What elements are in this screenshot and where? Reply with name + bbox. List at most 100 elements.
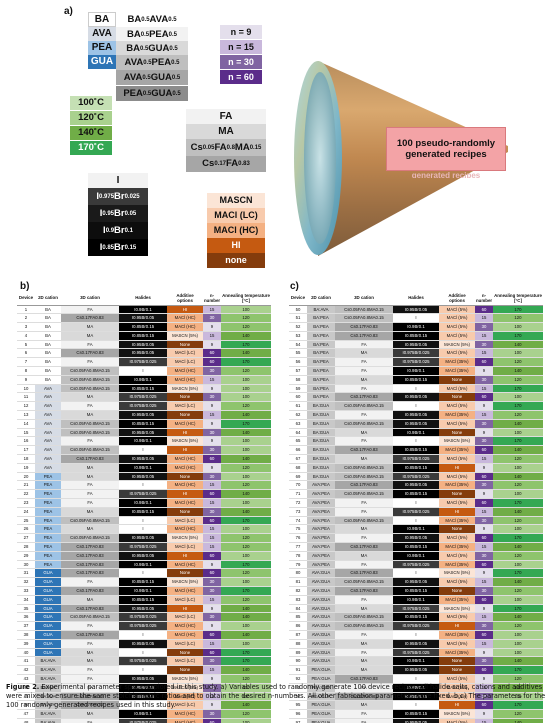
- cation2d-cell: GUA: [35, 648, 61, 658]
- halide-cell: I0.9Br0.1: [393, 524, 439, 535]
- cation2d-cell: AVA:PEA: [307, 498, 335, 508]
- additive-hi: HI: [207, 238, 265, 253]
- device-id: 27: [17, 533, 35, 544]
- device-id: 80: [289, 568, 307, 579]
- anneal-temp-cell: 100: [493, 322, 543, 332]
- cation2d-cell: AVA: [35, 419, 61, 429]
- halide-i0975-br0025: I 0.975 Br 0.025: [88, 188, 148, 205]
- n-number-cell: 60: [475, 533, 493, 544]
- device-id: 54: [289, 340, 307, 350]
- cation3d-cell: MA: [61, 322, 119, 332]
- n-number-cell: 15: [475, 454, 493, 464]
- table-row: 46 BA:AVA Cs0.17FA0.83 I MACl (LC) 9 140: [17, 700, 271, 711]
- table-row: 26 PEA MA I MACl (HC) 15 100: [17, 524, 271, 535]
- n-number-cell: 30: [203, 577, 221, 587]
- halide-cell: I0.85Br0.15: [393, 489, 439, 500]
- device-id: 62: [289, 410, 307, 420]
- device-id: 33: [17, 586, 35, 596]
- col-additive: Additive options: [439, 293, 475, 306]
- caption-text: Experimental parameter space explored in…: [6, 683, 546, 709]
- anneal-temp-cell: 120: [493, 375, 543, 385]
- halide-cell: I: [119, 648, 167, 658]
- cation3d-cell: Cs0.17FA0.83: [335, 480, 393, 491]
- cation3d-cell: FA: [61, 436, 119, 447]
- anneal-temp-cell: 100: [493, 524, 543, 535]
- device-id: 61: [289, 401, 307, 412]
- table-row: 28 PEA Cs0.17FA0.83 I0.975Br0.025 MACl (LC) 1…: [17, 542, 271, 552]
- cation3d-cell: FA: [61, 489, 119, 500]
- halide-cell: I0.9Br0.1: [119, 463, 167, 473]
- additive-cell: None: [439, 489, 475, 500]
- anneal-temp-cell: 120: [221, 480, 271, 491]
- cation2d-cell: BA:PEA: [307, 348, 335, 359]
- cation3d-cell: MA: [61, 392, 119, 403]
- cation3d-cell: Cs0.05FA0.8MA0.15: [61, 428, 119, 438]
- n-number-cell: 9: [475, 568, 493, 579]
- cation2d-cell: PEA: [35, 524, 61, 535]
- cation3d-cell: FA: [335, 340, 393, 350]
- table-row: 17 AVA Cs0.05FA0.8MA0.15 I HI 30 100: [17, 445, 271, 456]
- table-row: 44 BA:AVA FA I0.85Br0.15 MASCN (5%) 30 100: [17, 683, 271, 693]
- halide-cell: I0.975Br0.025: [119, 357, 167, 368]
- device-id: 4: [17, 331, 35, 341]
- anneal-temp-cell: 120: [493, 313, 543, 324]
- table-row: 19 AVA MA I0.9Br0.1 MACl (HC) 9 120: [17, 463, 271, 473]
- device-id: 9: [17, 375, 35, 385]
- additive-cell: MACl (LC): [167, 357, 203, 368]
- additive-cell: MACl (5%): [439, 718, 475, 723]
- cation3d-cell: Cs0.17FA0.83: [335, 586, 393, 596]
- device-id: 82: [289, 586, 307, 596]
- halide-cell: I0.9Br0.1: [119, 498, 167, 508]
- additive-cell: None: [439, 392, 475, 403]
- device-id: 47: [17, 709, 35, 719]
- n-number-cell: 9: [203, 604, 221, 614]
- table-row: 4 BA MA I0.85Br0.15 MASCN (5%) 15 140: [17, 331, 271, 341]
- table-row: 57 BA:PEA FA I0.9Br0.1 MACl (35%) 9 140: [289, 366, 543, 376]
- table-row: 75 AVA:PEA MA I0.9Br0.1 None 9 100: [289, 524, 543, 535]
- table-row: 96 PEA:GUA FA I0.85Br0.15 MASCN (5%) 9 120: [289, 709, 543, 719]
- n-number-cell: 30: [475, 480, 493, 491]
- additive-cell: MACl (5%): [439, 348, 475, 359]
- additive-cell: MACl (5%): [439, 454, 475, 464]
- cation2d-cell: GUA: [35, 604, 61, 614]
- cation2d-cell: BA:GUA: [307, 401, 335, 412]
- cation3d-cell: Cs0.17FA0.83: [61, 692, 119, 702]
- n-number-cell: 9: [475, 428, 493, 438]
- device-id: 43: [17, 674, 35, 684]
- device-id: 66: [289, 445, 307, 456]
- col-halides: Halides: [393, 293, 439, 306]
- anneal-temp-cell: 170: [221, 656, 271, 667]
- anneal-temp-cell: 170: [221, 516, 271, 526]
- cation2d-cell: BA: [35, 340, 61, 350]
- n-number-cell: 30: [203, 428, 221, 438]
- n-number-cell: 9: [203, 463, 221, 473]
- recipes-line-2: generated recipes: [405, 149, 487, 160]
- n-number-cell: 9: [203, 560, 221, 570]
- halide-cell: I0.95Br0.05: [393, 533, 439, 544]
- anneal-temp-cell: 100: [493, 692, 543, 702]
- table-row: 69 BA:GUA Cs0.05FA0.8MA0.15 I0.975Br0.025 MA…: [289, 472, 543, 482]
- cation2d-cell: BA:AVA: [35, 700, 61, 711]
- anneal-temp-cell: 120: [221, 674, 271, 684]
- halide-cell: I0.975Br0.025: [119, 489, 167, 500]
- halide-cell: I: [393, 516, 439, 526]
- n-value-9: n = 9: [220, 25, 262, 39]
- anneal-temp-cell: 140: [221, 507, 271, 517]
- table-row: 70 AVA:PEA Cs0.17FA0.83 I0.95Br0.05 MACl (35…: [289, 480, 543, 491]
- anneal-temp-cell: 100: [493, 560, 543, 570]
- anneal-temp-cell: 100: [493, 463, 543, 473]
- cation3d-ma: MA: [186, 124, 266, 139]
- device-id: 12: [17, 401, 35, 412]
- table-row: 7 BA FA I0.975Br0.025 MACl (LC) 60 170: [17, 357, 271, 368]
- cation2d-cell: BA:PEA: [307, 392, 335, 403]
- device-id: 57: [289, 366, 307, 376]
- table-row: 23 PEA FA I0.9Br0.1 MACl (HC) 15 100: [17, 498, 271, 508]
- cation3d-cell: Cs0.05FA0.8MA0.15: [335, 401, 393, 412]
- anneal-temp-cell: 120: [493, 516, 543, 526]
- additive-cell: MACl (LC): [167, 656, 203, 667]
- anneal-temp-cell: 120: [221, 568, 271, 579]
- anneal-temp-cell: 120: [221, 366, 271, 376]
- device-id: 95: [289, 700, 307, 711]
- cation3d-cell: FA: [335, 709, 393, 719]
- device-id: 1: [17, 305, 35, 315]
